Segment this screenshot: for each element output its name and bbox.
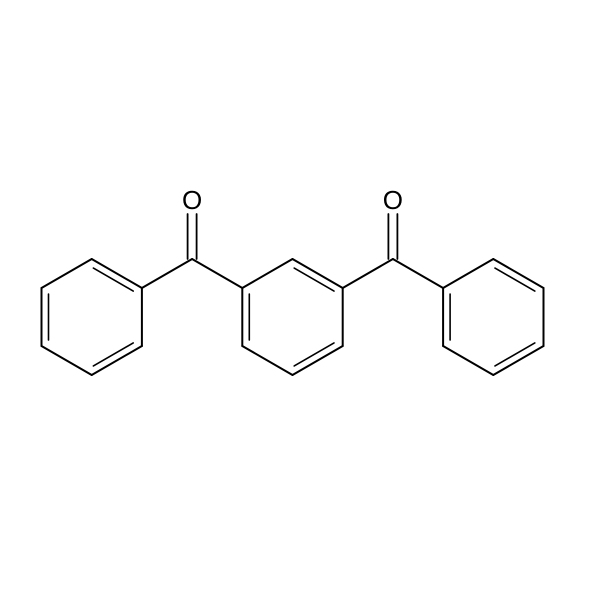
atom-label-o: O <box>383 185 403 215</box>
bond-line <box>142 259 192 288</box>
bond-line <box>493 259 543 288</box>
bond-line <box>42 259 92 288</box>
bond-line <box>192 259 242 288</box>
bond-line <box>92 259 142 288</box>
bond-line <box>242 259 292 288</box>
bond-line <box>393 259 443 288</box>
bond-line <box>42 346 92 375</box>
bond-line <box>293 259 343 288</box>
bond-line <box>92 346 142 375</box>
bond-line <box>493 346 543 375</box>
bond-line <box>343 259 393 288</box>
molecule-diagram: OO <box>0 0 600 600</box>
bond-line <box>443 259 493 288</box>
atom-label-o: O <box>182 185 202 215</box>
bond-line <box>443 346 493 375</box>
bond-line <box>293 346 343 375</box>
bond-line <box>242 346 292 375</box>
